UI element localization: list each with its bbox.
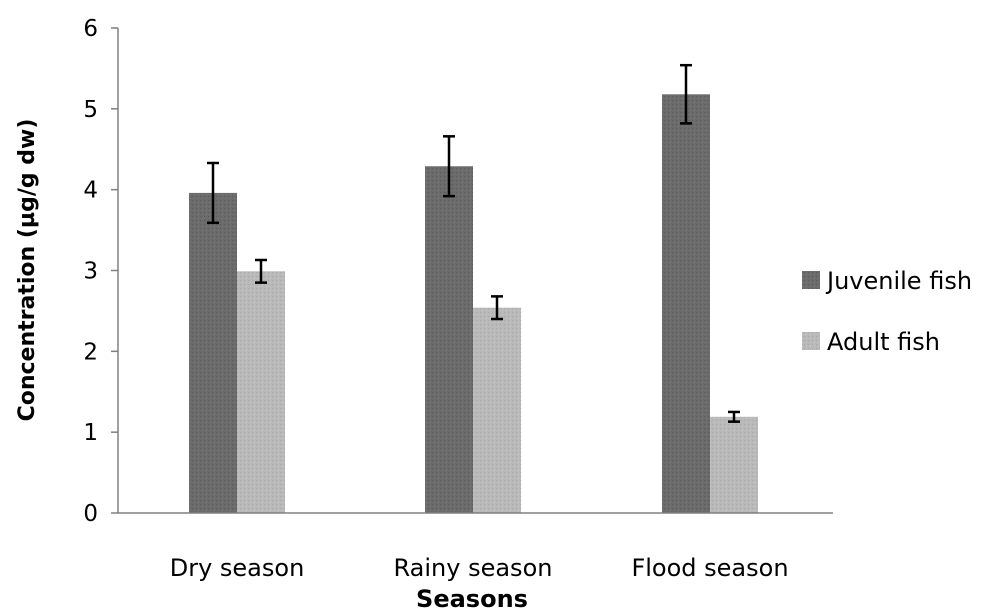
y-tick-label-4: 4 bbox=[83, 178, 98, 204]
bar-adult-fish-flood-season bbox=[710, 416, 758, 513]
bars-group bbox=[189, 94, 758, 514]
bar-adult-fish-dry-season bbox=[237, 271, 285, 513]
y-tick-label-1: 1 bbox=[83, 420, 98, 446]
bar-juvenile-fish-dry-season bbox=[189, 192, 237, 513]
bar-juvenile-fish-rainy-season bbox=[425, 166, 473, 513]
x-axis-category-labels: Dry season Rainy season Flood season bbox=[170, 554, 789, 582]
y-tick-label-2: 2 bbox=[83, 339, 98, 365]
y-tick-label-6: 6 bbox=[83, 16, 98, 42]
legend-label-adult-fish: Adult fish bbox=[827, 328, 940, 356]
error-bar-adult-fish-flood-season bbox=[728, 410, 740, 423]
x-tick-label-rainy-season: Rainy season bbox=[394, 554, 553, 582]
error-bar-juvenile-fish-rainy-season bbox=[443, 135, 455, 198]
bar-juvenile-fish-flood-season bbox=[662, 94, 710, 514]
x-axis-label: Seasons bbox=[416, 585, 528, 613]
x-tick-label-flood-season: Flood season bbox=[631, 554, 788, 582]
y-tick-label-3: 3 bbox=[83, 259, 98, 285]
legend-label-juvenile-fish: Juvenile fish bbox=[825, 267, 972, 295]
legend: Juvenile fish Adult fish bbox=[802, 267, 972, 356]
error-bars-group bbox=[207, 63, 740, 423]
error-bar-juvenile-fish-flood-season bbox=[680, 63, 692, 125]
x-tick-label-dry-season: Dry season bbox=[170, 554, 305, 582]
y-axis-ticks: 0 1 2 3 4 5 6 bbox=[83, 16, 118, 527]
error-bar-adult-fish-rainy-season bbox=[491, 295, 503, 321]
legend-swatch-adult-fish bbox=[802, 332, 820, 350]
y-axis-label: Concentration (µg/g dw) bbox=[15, 119, 40, 422]
legend-swatch-juvenile-fish bbox=[802, 271, 820, 289]
bar-adult-fish-rainy-season bbox=[473, 307, 521, 513]
error-bar-juvenile-fish-dry-season bbox=[207, 161, 219, 225]
y-tick-label-0: 0 bbox=[83, 501, 98, 527]
y-tick-label-5: 5 bbox=[83, 97, 98, 123]
error-bar-adult-fish-dry-season bbox=[255, 258, 267, 284]
